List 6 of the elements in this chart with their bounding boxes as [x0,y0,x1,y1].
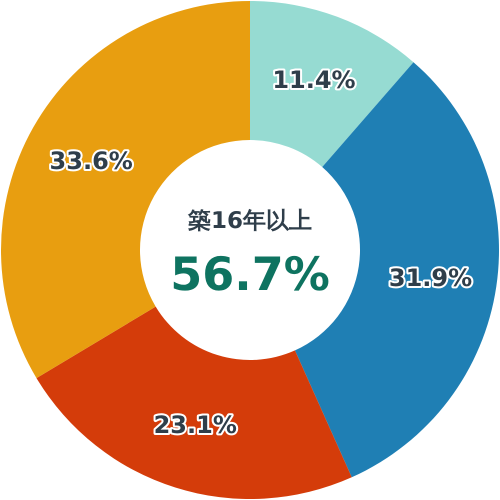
data-label: 11.4% [272,66,356,94]
data-label: 23.1% [154,411,237,440]
text: 築16年以上 [186,208,312,234]
data-label: 31.9% [388,264,472,292]
data-label: 33.6% [50,147,133,176]
text: 56.7% [170,247,330,301]
